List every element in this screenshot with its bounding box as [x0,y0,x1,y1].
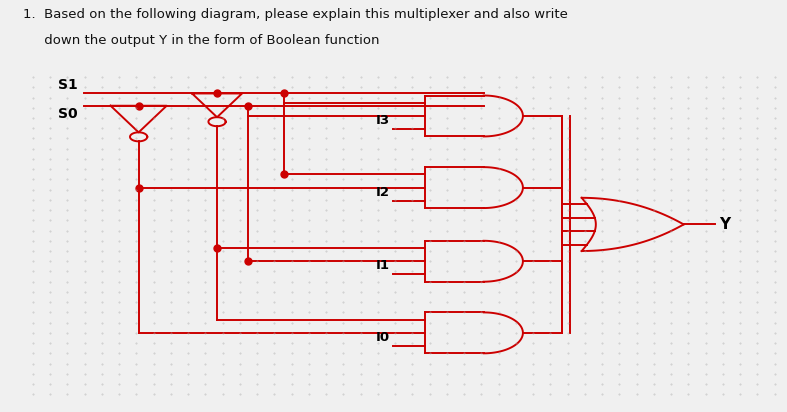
Text: Y: Y [719,217,730,232]
Text: I0: I0 [375,331,390,344]
Text: S1: S1 [57,78,77,92]
Text: I1: I1 [375,259,390,272]
Text: down the output Y in the form of Boolean function: down the output Y in the form of Boolean… [24,34,380,47]
Text: S0: S0 [57,107,77,121]
Text: 1.  Based on the following diagram, please explain this multiplexer and also wri: 1. Based on the following diagram, pleas… [24,7,568,21]
Text: I3: I3 [375,114,390,127]
Text: I2: I2 [375,186,390,199]
